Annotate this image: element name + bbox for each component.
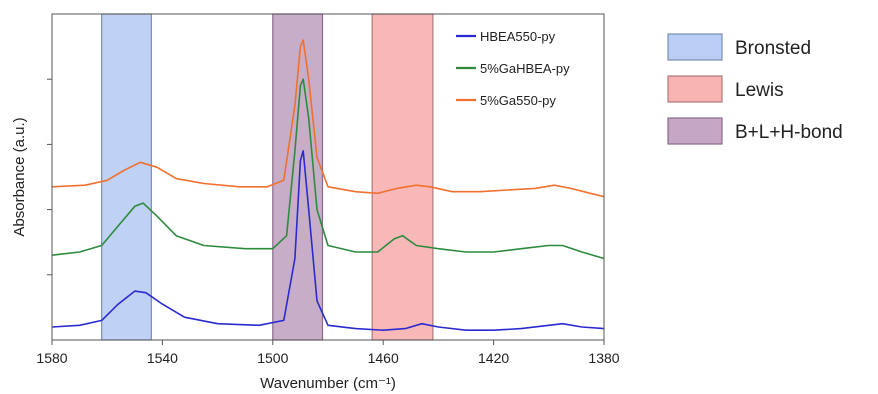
- series-line-hbea550-py: [51, 150, 605, 331]
- series-line-5-gahbea-py: [51, 78, 605, 260]
- region-key-swatch: [667, 33, 723, 61]
- plot-frame: [51, 13, 605, 341]
- series-legend: HBEA550-py 5%GaHBEA-py 5%Ga550-py: [456, 29, 570, 108]
- region-b-l-h-bond: [272, 13, 324, 341]
- x-axis-label: Wavenumber (cm⁻¹): [260, 375, 396, 392]
- region-key: Bronsted Lewis B+L+H-bond: [667, 33, 843, 145]
- x-tick-label: 1580: [36, 350, 67, 366]
- region-key-swatch: [667, 117, 723, 145]
- x-tick-label: 1500: [257, 350, 288, 366]
- region-key-swatch: [667, 75, 723, 103]
- band-regions: [101, 13, 434, 341]
- x-tick-label: 1460: [368, 350, 399, 366]
- region-lewis: [371, 13, 434, 341]
- region-bronsted: [101, 13, 152, 341]
- legend-label: 5%Ga550-py: [480, 93, 556, 108]
- y-axis-label: Absorbance (a.u.): [11, 117, 28, 236]
- axes: 1580 1540 1500 1460 1420 1380 Wavenumber (cm⁻¹…: [11, 13, 620, 392]
- series-line-5-ga550-py: [51, 39, 605, 198]
- region-key-label: Lewis: [735, 80, 784, 101]
- legend-label: HBEA550-py: [480, 29, 556, 44]
- region-key-label: B+L+H-bond: [735, 122, 843, 143]
- spectra-series: [51, 39, 605, 331]
- x-tick-label: 1380: [588, 350, 619, 366]
- x-tick-label: 1420: [478, 350, 509, 366]
- legend-label: 5%GaHBEA-py: [480, 61, 570, 76]
- region-key-label: Bronsted: [735, 38, 811, 59]
- x-tick-label: 1540: [147, 350, 178, 366]
